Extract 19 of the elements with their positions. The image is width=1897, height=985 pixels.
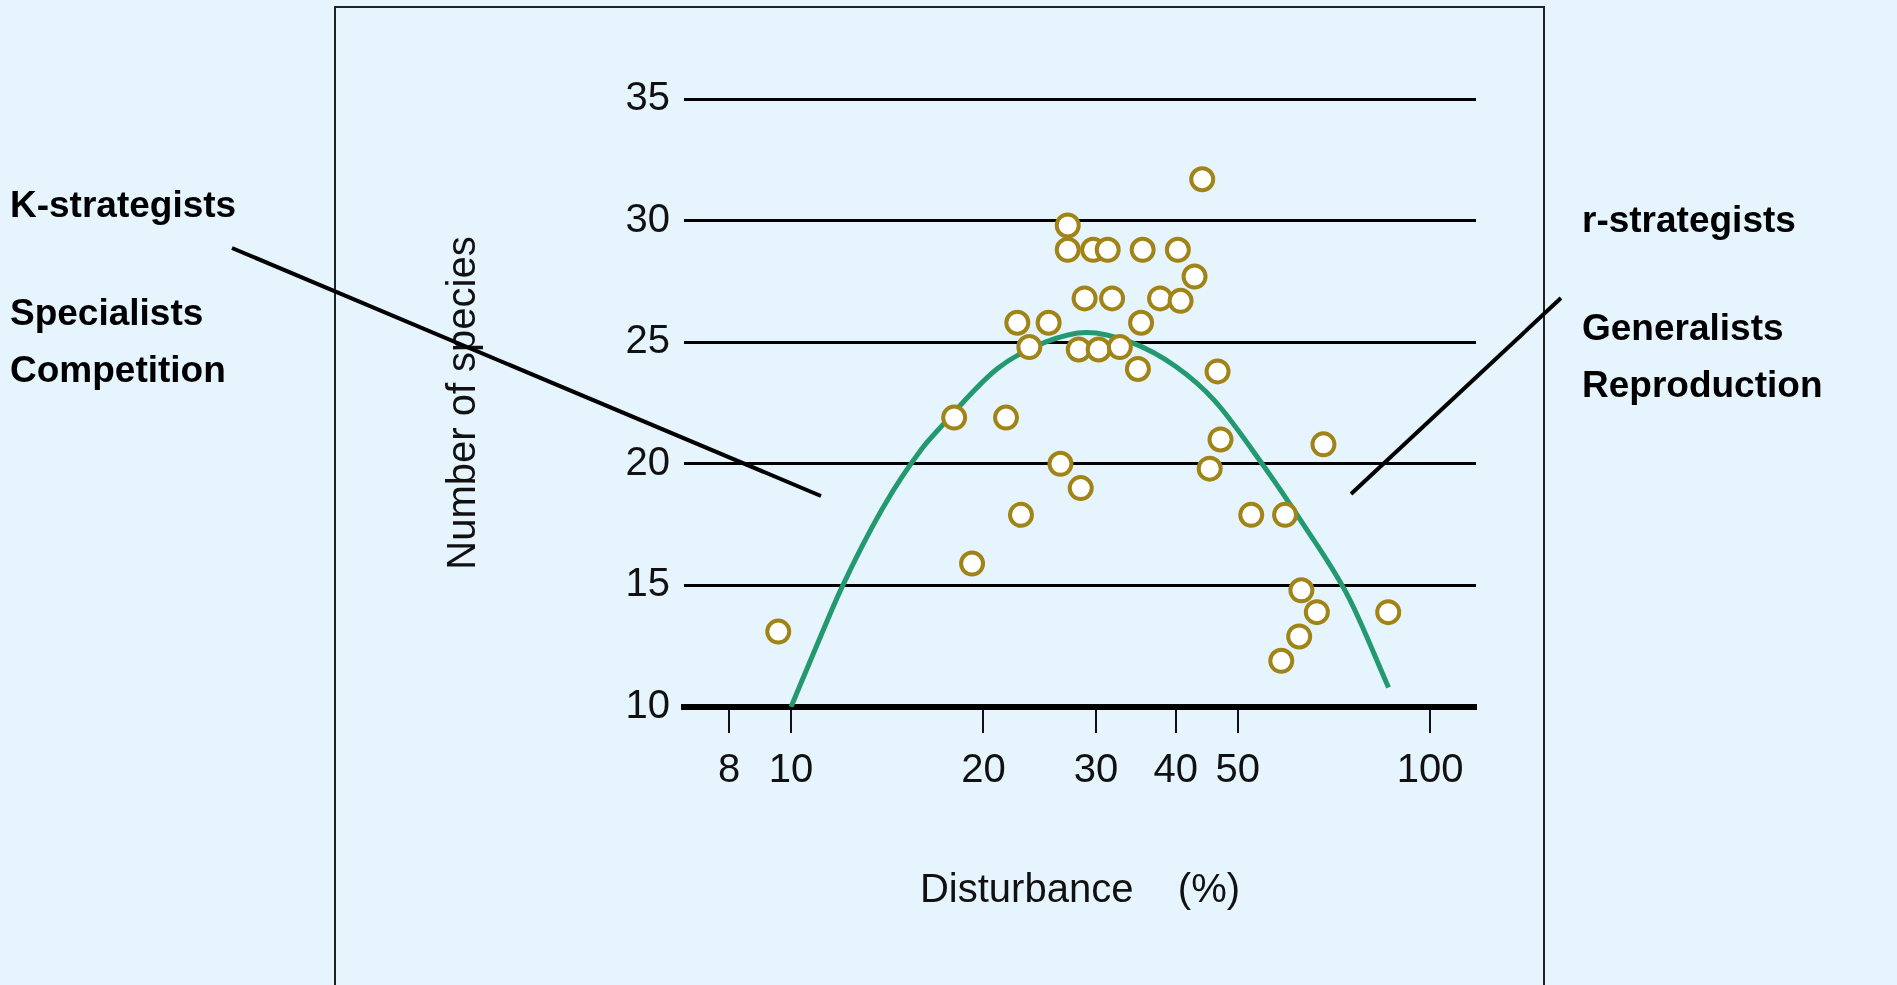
x-tick-label: 100 <box>1396 746 1464 791</box>
y-tick-label: 25 <box>625 317 670 362</box>
text: r-strategists <box>1582 198 1796 242</box>
y-tick-label: 15 <box>625 560 670 605</box>
text: K-strategists <box>10 183 237 227</box>
x-tick-label: 10 <box>768 746 814 791</box>
text: Generalists Reproduction <box>1582 306 1823 407</box>
x-axis-title: Disturbance (%) <box>919 866 1241 911</box>
x-tick-label: 50 <box>1215 746 1260 791</box>
y-axis-title: Number of species <box>439 236 484 570</box>
text: Specialists Competition <box>10 291 226 392</box>
x-tick-label: 20 <box>961 746 1006 791</box>
x-tick-label: 8 <box>717 746 741 791</box>
y-tick-label: 30 <box>625 195 670 240</box>
y-tick-label: 10 <box>625 682 670 727</box>
x-tick-label: 30 <box>1073 746 1119 791</box>
y-tick-label: 20 <box>625 438 670 483</box>
x-tick-label: 40 <box>1153 746 1199 791</box>
y-tick-label: 35 <box>625 74 670 119</box>
